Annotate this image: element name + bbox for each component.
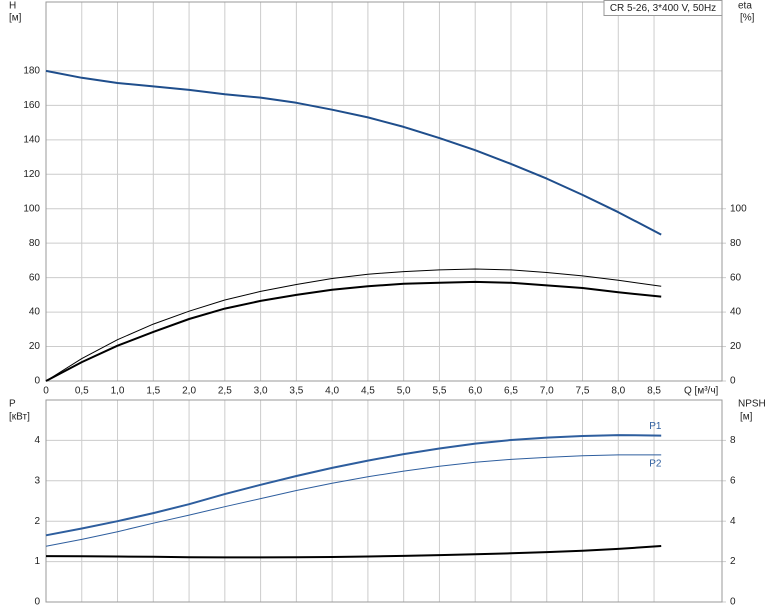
y-tick-label: 0 <box>34 376 40 387</box>
y2-axis-label: eta <box>738 1 752 12</box>
x-tick-label: 6,0 <box>468 386 482 397</box>
y2-axis-unit: [%] <box>740 13 755 24</box>
x-tick-label: 7,0 <box>540 386 554 397</box>
x-tick-label: 4,0 <box>325 386 339 397</box>
x-tick-label: 5,0 <box>397 386 411 397</box>
y-tick-label: 0 <box>34 597 40 608</box>
y-tick-label: 4 <box>34 435 40 446</box>
y2-tick-label: 100 <box>730 203 747 214</box>
curve <box>45 69 662 236</box>
curve <box>45 545 662 559</box>
title-box <box>603 0 723 16</box>
y-tick-label: 40 <box>29 307 41 318</box>
x-tick-label: 2,5 <box>218 386 232 397</box>
y2-tick-label: 6 <box>730 475 736 486</box>
y-tick-label: 100 <box>23 203 40 214</box>
y2-tick-label: 8 <box>730 435 736 446</box>
y-tick-label: 160 <box>23 100 40 111</box>
x-tick-label: 8,0 <box>611 386 625 397</box>
y2-tick-label: 0 <box>730 597 736 608</box>
y-tick-label: 120 <box>23 169 40 180</box>
x-tick-label: 1,5 <box>146 386 160 397</box>
x-tick-label: 3,5 <box>289 386 303 397</box>
curve-label: P2 <box>649 459 662 470</box>
plot-frame <box>45 399 723 603</box>
x-tick-label: 7,5 <box>576 386 590 397</box>
x-tick-label: 5,5 <box>432 386 446 397</box>
x-tick-label: 3,0 <box>254 386 268 397</box>
y2-tick-label: 80 <box>730 238 742 249</box>
y-axis-label: P <box>9 399 16 410</box>
y-tick-label: 80 <box>29 238 41 249</box>
x-tick-label: 2,0 <box>182 386 196 397</box>
y-tick-label: 60 <box>29 272 41 283</box>
y-axis-unit: [м] <box>9 13 22 24</box>
curve <box>45 434 662 537</box>
curve <box>45 280 662 382</box>
y-tick-label: 20 <box>29 341 41 352</box>
chart-title: CR 5-26, 3*400 V, 50Hz <box>610 3 716 14</box>
x-tick-label: 1,0 <box>111 386 125 397</box>
y2-axis-label: NPSH <box>738 399 766 410</box>
curve-label: P1 <box>649 421 662 432</box>
y-tick-label: 140 <box>23 134 40 145</box>
y-axis-label: H <box>9 1 16 12</box>
x-tick-label: 0 <box>43 386 49 397</box>
x-tick-label: 6,5 <box>504 386 518 397</box>
x-tick-label: 0,5 <box>75 386 89 397</box>
curve <box>45 454 662 547</box>
y2-axis-unit: [м] <box>740 412 753 423</box>
y-axis-unit: [кВт] <box>9 412 30 423</box>
y2-tick-label: 2 <box>730 556 736 567</box>
y-tick-label: 180 <box>23 66 40 77</box>
y-tick-label: 1 <box>34 556 40 567</box>
y-tick-label: 3 <box>34 475 40 486</box>
plot-frame <box>45 1 723 382</box>
y2-tick-label: 60 <box>730 272 742 283</box>
curve <box>45 268 662 382</box>
y-tick-label: 2 <box>34 516 40 527</box>
x-tick-label: 8,5 <box>647 386 661 397</box>
x-tick-label: 4,5 <box>361 386 375 397</box>
y2-tick-label: 0 <box>730 376 736 387</box>
y2-tick-label: 4 <box>730 516 736 527</box>
y2-tick-label: 20 <box>730 341 742 352</box>
x-axis-label: Q [м³/ч] <box>684 386 719 397</box>
y2-tick-label: 40 <box>730 307 742 318</box>
